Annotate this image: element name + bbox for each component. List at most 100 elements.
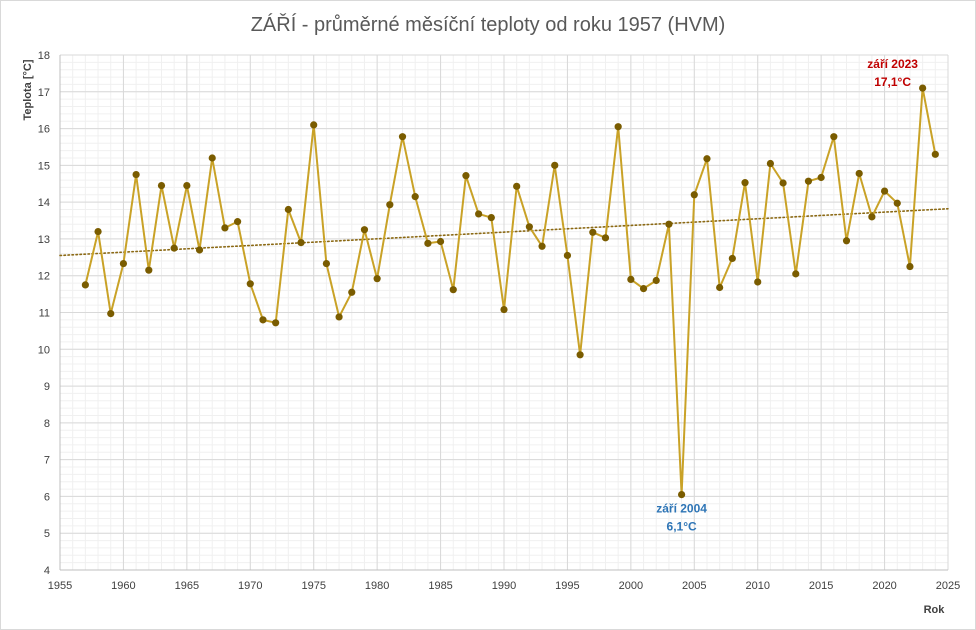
y-tick-label: 11 bbox=[39, 308, 50, 320]
data-point bbox=[234, 218, 242, 226]
data-point bbox=[195, 246, 204, 254]
data-point bbox=[639, 284, 648, 293]
chart-title: ZÁŘÍ - průměrné měsíční teploty od roku … bbox=[250, 14, 726, 36]
x-tick-label: 1980 bbox=[365, 580, 389, 592]
annotation-value: 17,1°C bbox=[874, 75, 911, 89]
data-point bbox=[81, 281, 89, 289]
data-point bbox=[373, 275, 381, 283]
x-tick-label: 2000 bbox=[619, 580, 643, 592]
data-point bbox=[246, 280, 254, 288]
data-point bbox=[272, 319, 280, 327]
x-tick-label: 1960 bbox=[111, 580, 135, 592]
annotations: září 2023 17,1°C září 2004 6,1°C bbox=[656, 57, 918, 533]
data-point bbox=[107, 310, 115, 318]
data-point bbox=[284, 205, 292, 214]
data-point bbox=[94, 227, 102, 236]
y-tick-label: 16 bbox=[38, 124, 50, 136]
data-point bbox=[398, 133, 407, 141]
y-tick-label: 12 bbox=[38, 271, 50, 283]
data-point bbox=[157, 181, 166, 190]
data-point bbox=[462, 172, 470, 180]
data-point bbox=[335, 313, 343, 321]
data-point bbox=[792, 270, 800, 278]
x-tick-label: 1955 bbox=[48, 580, 72, 592]
x-tick-label: 2010 bbox=[745, 580, 769, 592]
data-point bbox=[348, 288, 356, 296]
data-point bbox=[436, 237, 445, 246]
x-tick-label: 1975 bbox=[301, 580, 325, 592]
data-point bbox=[487, 213, 495, 222]
data-point bbox=[919, 84, 927, 92]
data-point bbox=[627, 275, 635, 283]
trendline-layer bbox=[59, 207, 949, 257]
data-point bbox=[703, 155, 711, 163]
x-tick-label: 1995 bbox=[555, 580, 579, 592]
y-tick-label: 7 bbox=[44, 455, 50, 467]
data-point bbox=[601, 234, 610, 242]
data-point bbox=[563, 251, 572, 260]
data-point bbox=[424, 239, 432, 247]
data-point bbox=[728, 254, 736, 263]
data-point bbox=[690, 191, 698, 199]
data-point bbox=[360, 226, 369, 234]
data-point bbox=[386, 201, 394, 209]
series-line bbox=[84, 87, 937, 496]
data-point bbox=[868, 213, 876, 221]
x-tick-label: 2005 bbox=[682, 580, 706, 592]
data-point bbox=[652, 276, 660, 285]
y-tick-label: 5 bbox=[44, 528, 50, 540]
data-point bbox=[665, 220, 673, 228]
y-axis-label: Teplota [°C] bbox=[22, 59, 34, 120]
data-point bbox=[766, 159, 775, 168]
data-point bbox=[804, 177, 813, 185]
data-point bbox=[119, 259, 128, 268]
x-tick-label: 1990 bbox=[492, 580, 516, 592]
data-point bbox=[576, 351, 584, 359]
data-point bbox=[183, 181, 191, 190]
y-tick-label: 13 bbox=[38, 234, 50, 246]
data-point bbox=[525, 223, 533, 231]
data-point bbox=[830, 133, 838, 141]
data-point bbox=[817, 173, 825, 182]
data-point bbox=[551, 161, 559, 169]
data-point bbox=[221, 224, 229, 232]
x-tick-label: 1965 bbox=[175, 580, 199, 592]
data-point bbox=[208, 154, 216, 162]
data-point bbox=[614, 123, 622, 131]
data-point bbox=[931, 150, 939, 158]
data-point bbox=[754, 278, 762, 286]
data-point bbox=[297, 239, 305, 247]
y-tick-label: 17 bbox=[38, 87, 50, 99]
data-point bbox=[842, 237, 851, 245]
y-tick-label: 8 bbox=[44, 418, 50, 430]
data-point bbox=[678, 490, 686, 499]
data-point bbox=[716, 283, 724, 292]
x-axis-label: Rok bbox=[924, 604, 946, 616]
trendline bbox=[59, 207, 949, 257]
data-point bbox=[322, 259, 330, 268]
data-point bbox=[259, 316, 267, 324]
annotation-label: září 2004 bbox=[656, 502, 707, 516]
axes bbox=[59, 55, 948, 571]
data-point bbox=[741, 179, 749, 187]
tick-labels: 4 5 6 7 8 9 10 11 12 13 14 15 16 17 18 1955 1960 1965 1970… bbox=[38, 50, 960, 592]
x-tick-label: 2015 bbox=[809, 580, 833, 592]
x-tick-label: 1985 bbox=[428, 580, 452, 592]
data-point bbox=[449, 286, 457, 294]
series-layer bbox=[81, 84, 939, 499]
data-point bbox=[132, 170, 140, 179]
y-tick-label: 18 bbox=[38, 50, 50, 62]
data-point bbox=[779, 179, 787, 187]
data-point bbox=[855, 169, 863, 178]
data-point bbox=[893, 199, 901, 207]
annotation-label: září 2023 bbox=[867, 57, 918, 71]
data-point bbox=[500, 305, 508, 314]
data-point bbox=[906, 262, 914, 271]
y-tick-label: 6 bbox=[44, 491, 50, 503]
data-point bbox=[411, 193, 419, 201]
data-point bbox=[475, 210, 483, 218]
data-point bbox=[589, 228, 597, 236]
data-point bbox=[880, 187, 889, 195]
data-point bbox=[310, 121, 318, 129]
